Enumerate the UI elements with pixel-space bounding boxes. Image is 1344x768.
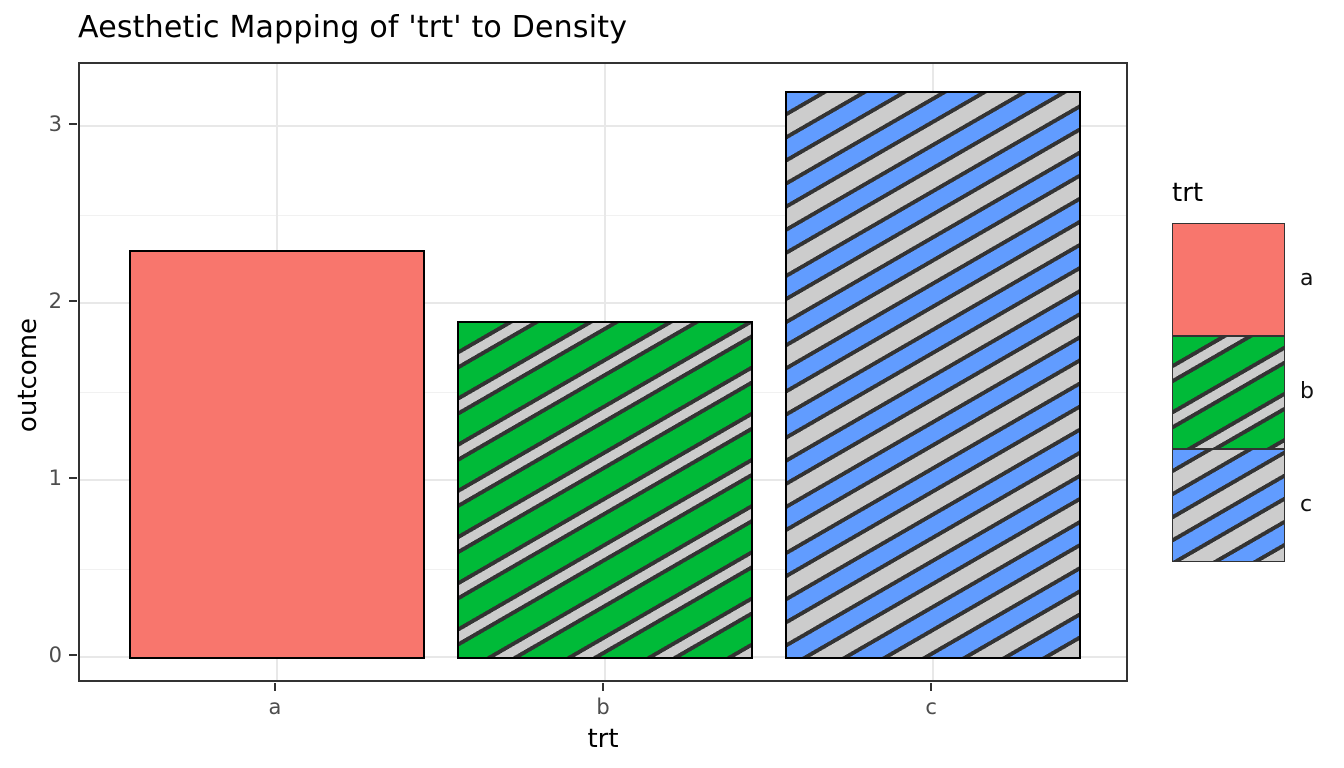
y-tick-mark — [69, 123, 77, 125]
gridline-major — [80, 302, 1126, 304]
legend-label-b: b — [1300, 379, 1314, 404]
plot-panel — [78, 62, 1128, 682]
y-tick-label: 3 — [48, 112, 62, 136]
legend-key-b — [1172, 336, 1285, 449]
gridline-major — [80, 125, 1126, 127]
x-tick-mark — [602, 683, 604, 691]
legend-key-c — [1172, 449, 1285, 562]
bar-a — [129, 249, 425, 659]
x-tick-label: c — [925, 695, 937, 719]
legend-label-a: a — [1300, 266, 1314, 291]
x-axis-title: trt — [587, 724, 619, 754]
x-tick-label: a — [268, 695, 282, 719]
x-tick-label: b — [596, 695, 610, 719]
x-tick-mark — [930, 683, 933, 691]
legend-label-c: c — [1300, 492, 1313, 517]
y-tick-label: 2 — [48, 289, 62, 313]
x-tick-mark — [273, 683, 276, 691]
y-tick-mark — [69, 477, 77, 479]
y-tick-label: 1 — [48, 466, 62, 490]
bar-c — [785, 90, 1081, 659]
y-axis-title: outcome — [13, 317, 43, 433]
legend: trt a b c — [1160, 178, 1344, 578]
legend-key-a — [1172, 223, 1285, 336]
chart-title: Aesthetic Mapping of 'trt' to Density — [78, 10, 628, 45]
gridline-minor — [80, 214, 1126, 216]
y-tick-label: 0 — [48, 643, 62, 667]
y-tick-mark — [69, 654, 77, 656]
bar-b — [457, 320, 753, 659]
legend-title: trt — [1172, 178, 1204, 208]
y-tick-mark — [69, 300, 77, 302]
